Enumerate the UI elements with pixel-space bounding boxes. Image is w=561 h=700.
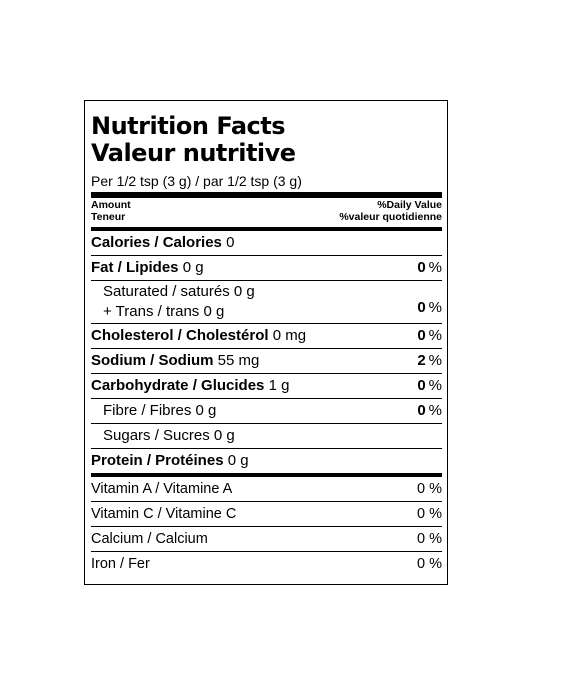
carbohydrate-dv-percent: % [428, 377, 442, 394]
cholesterol-amount: 0 mg [272, 327, 307, 344]
vitamin-c-dv: 0 % [417, 506, 442, 522]
sodium-amount: 55 mg [217, 352, 260, 369]
fibre-dv: 0 [417, 402, 426, 419]
vitamin-a-dv: 0 % [417, 481, 442, 497]
sodium-dv-percent: % [428, 352, 442, 369]
daily-value-header-fr: %valeur quotidienne [339, 210, 442, 223]
iron-label: Iron / Fer [91, 556, 150, 572]
cholesterol-row: Cholesterol / Cholestérol 0 mg 0% [91, 323, 442, 348]
fibre-row: Fibre / Fibres 0 g 0% [91, 398, 442, 423]
column-header: Amount Teneur %Daily Value %valeur quoti… [91, 198, 442, 227]
nutrition-facts-label: Nutrition Facts Valeur nutritive Per 1/2… [84, 100, 448, 585]
calories-row: Calories / Calories 0 [91, 231, 442, 255]
vitamin-a-label: Vitamin A / Vitamine A [91, 481, 233, 497]
protein-label: Protein / Protéines [91, 452, 224, 469]
vitamin-c-label: Vitamin C / Vitamine C [91, 506, 237, 522]
saturated-label: Saturated / saturés 0 g [103, 283, 255, 300]
iron-row: Iron / Fer 0 % [91, 551, 442, 576]
sugars-row: Sugars / Sucres 0 g [91, 423, 442, 448]
sodium-label: Sodium / Sodium [91, 352, 214, 369]
vitamin-c-row: Vitamin C / Vitamine C 0 % [91, 501, 442, 526]
fat-dv-percent: % [428, 259, 442, 276]
medium-divider [91, 227, 442, 231]
daily-value-header: %Daily Value %valeur quotidienne [339, 199, 442, 223]
carbohydrate-row: Carbohydrate / Glucides 1 g 0% [91, 373, 442, 398]
fibre-label: Fibre / Fibres 0 g [103, 402, 217, 419]
saturated-dv-percent: % [428, 299, 442, 316]
carbohydrate-label: Carbohydrate / Glucides [91, 377, 265, 394]
cholesterol-dv: 0 [417, 327, 426, 344]
carbohydrate-amount: 1 g [268, 377, 290, 394]
protein-row: Protein / Protéines 0 g [91, 448, 442, 473]
calories-amount: 0 [226, 234, 235, 251]
sugars-label: Sugars / Sucres 0 g [103, 427, 235, 444]
amount-header-en: Amount [91, 199, 131, 211]
title-french: Valeur nutritive [91, 139, 296, 167]
sodium-row: Sodium / Sodium 55 mg 2% [91, 348, 442, 373]
amount-header-fr: Teneur [91, 210, 126, 223]
iron-dv: 0 % [417, 556, 442, 572]
trans-label: + Trans / trans 0 g [103, 303, 225, 320]
saturated-trans-row: Saturated / saturés 0 g + Trans / trans … [91, 280, 442, 323]
calcium-dv: 0 % [417, 531, 442, 547]
vitamin-a-row: Vitamin A / Vitamine A 0 % [91, 477, 442, 501]
title-english: Nutrition Facts [91, 112, 286, 140]
saturated-dv: 0 [417, 299, 426, 316]
carbohydrate-dv: 0 [417, 377, 426, 394]
amount-header: Amount Teneur [91, 199, 131, 223]
calcium-label: Calcium / Calcium [91, 531, 208, 547]
calories-label: Calories / Calories [91, 234, 222, 251]
fat-dv: 0 [417, 259, 426, 276]
fibre-dv-percent: % [428, 402, 442, 419]
protein-amount: 0 g [227, 452, 249, 469]
fat-label: Fat / Lipides [91, 259, 179, 276]
calcium-row: Calcium / Calcium 0 % [91, 526, 442, 551]
cholesterol-label: Cholesterol / Cholestérol [91, 327, 269, 344]
sodium-dv: 2 [417, 352, 426, 369]
daily-value-header-en: %Daily Value [377, 199, 442, 211]
fat-amount: 0 g [182, 259, 204, 276]
cholesterol-dv-percent: % [428, 327, 442, 344]
fat-row: Fat / Lipides 0 g 0% [91, 255, 442, 280]
medium-divider-vitamins [91, 473, 442, 477]
serving-size: Per 1/2 tsp (3 g) / par 1/2 tsp (3 g) [91, 173, 302, 189]
thick-divider [91, 192, 442, 198]
